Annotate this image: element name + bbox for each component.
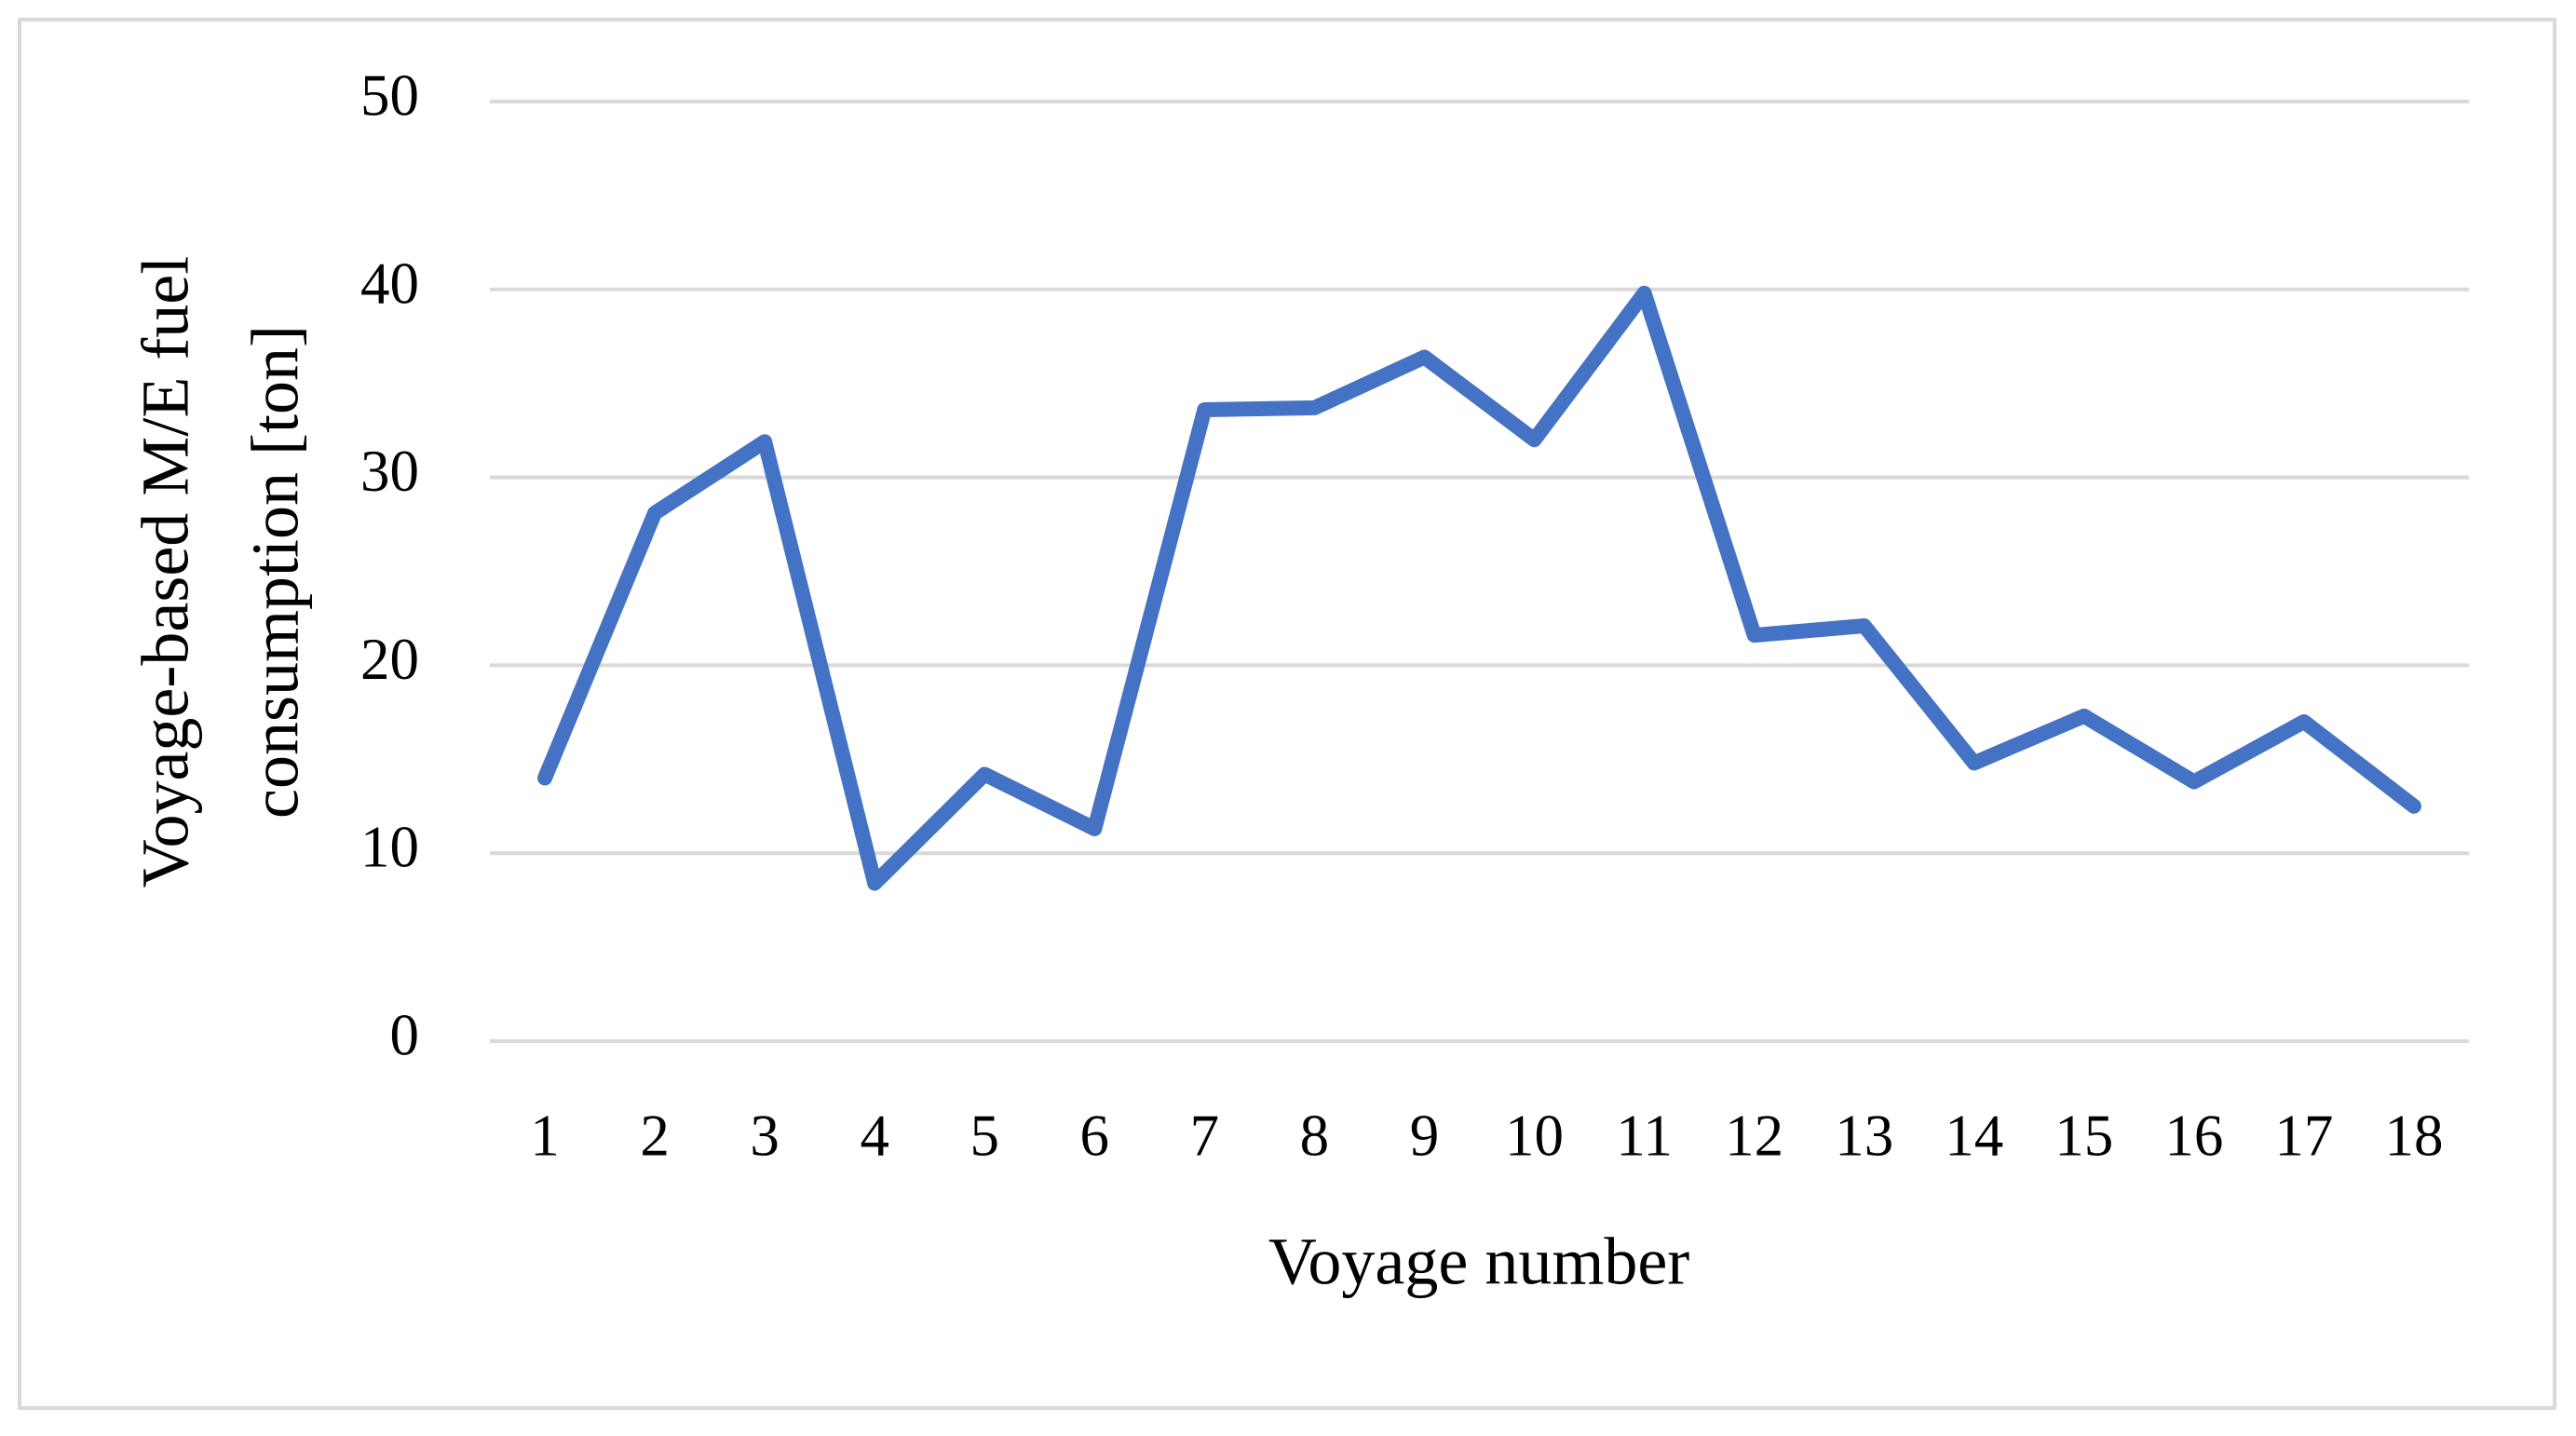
y-tick-label: 20 (360, 627, 419, 692)
y-tick-label: 50 (360, 62, 419, 128)
x-tick-label: 2 (640, 1103, 670, 1168)
y-tick-label: 30 (360, 439, 419, 504)
x-tick-label: 4 (860, 1103, 889, 1168)
x-tick-label: 14 (1945, 1103, 2003, 1168)
x-tick-label: 18 (2384, 1103, 2443, 1168)
x-tick-label: 11 (1616, 1103, 1673, 1168)
y-tick-label: 40 (360, 251, 419, 316)
chart-frame (18, 18, 2556, 1410)
x-tick-label: 10 (1505, 1103, 1564, 1168)
x-tick-label: 7 (1190, 1103, 1220, 1168)
y-tick-label: 0 (390, 1002, 420, 1067)
y-axis-title: Voyage-based M/E fuel (129, 256, 203, 887)
x-tick-label: 3 (750, 1103, 780, 1168)
data-line (537, 285, 2421, 891)
x-tick-label: 12 (1725, 1103, 1783, 1168)
x-tick-label: 17 (2274, 1103, 2333, 1168)
x-tick-label: 13 (1835, 1103, 1893, 1168)
y-tick-label: 10 (360, 815, 419, 880)
x-tick-label: 15 (2054, 1103, 2113, 1168)
x-tick-label: 16 (2164, 1103, 2223, 1168)
y-axis-title: consumption [ton] (238, 325, 313, 819)
x-tick-label: 6 (1080, 1103, 1110, 1168)
x-axis-title: Voyage number (1268, 1225, 1690, 1299)
x-tick-label: 9 (1410, 1103, 1440, 1168)
x-tick-label: 1 (530, 1103, 560, 1168)
x-tick-label: 8 (1300, 1103, 1330, 1168)
x-tick-label: 5 (970, 1103, 1000, 1168)
